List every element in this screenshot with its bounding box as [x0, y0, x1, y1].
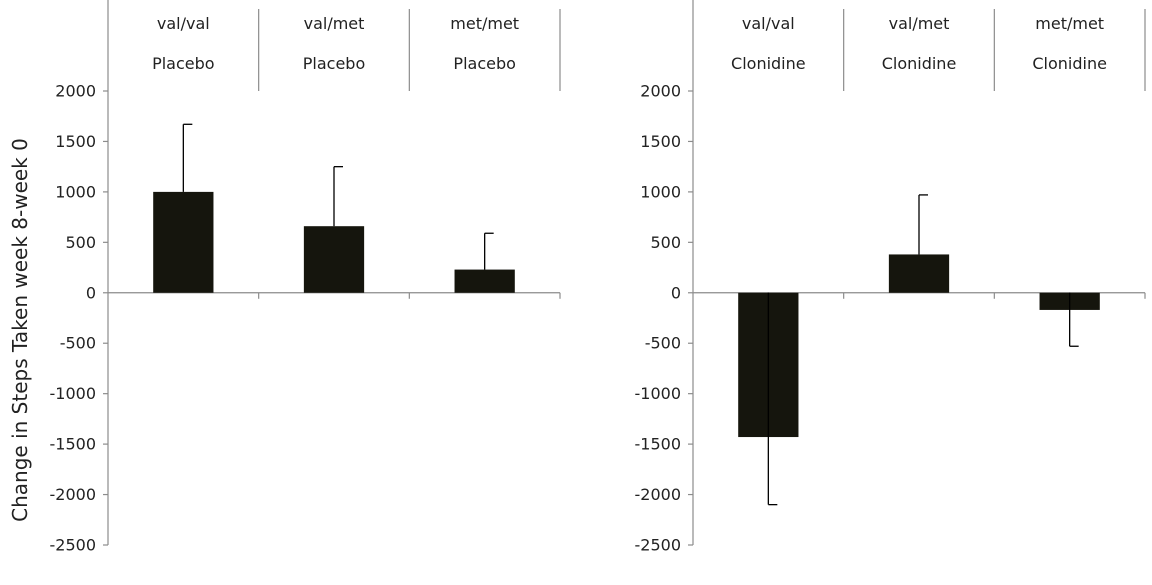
y-tick-label: -2000	[635, 485, 682, 504]
y-tick-label: -1500	[50, 435, 97, 454]
y-tick-label: 0	[86, 283, 96, 302]
bar	[454, 269, 515, 293]
y-tick-label: 1500	[640, 132, 681, 151]
group-label: Placebo	[303, 54, 365, 73]
group-label: Placebo	[152, 54, 214, 73]
category-label: val/met	[889, 14, 950, 33]
y-tick-label: 1500	[55, 132, 96, 151]
y-tick-label: -1000	[50, 384, 97, 403]
y-tick-label: -2000	[50, 485, 97, 504]
group-label: Clonidine	[882, 54, 957, 73]
category-label: val/val	[157, 14, 210, 33]
y-tick-label: -500	[645, 334, 681, 353]
y-tick-label: 500	[65, 233, 96, 252]
y-tick-label: -1500	[635, 435, 682, 454]
category-label: val/met	[304, 14, 365, 33]
category-label: val/val	[742, 14, 795, 33]
y-tick-label: 500	[650, 233, 681, 252]
bar	[888, 254, 950, 293]
group-label: Clonidine	[1032, 54, 1107, 73]
y-tick-label: 1000	[55, 182, 96, 201]
y-tick-label: -2500	[50, 536, 97, 555]
y-tick-label: -2500	[635, 536, 682, 555]
y-tick-label: 0	[671, 283, 681, 302]
y-tick-label: 1000	[640, 182, 681, 201]
y-tick-label: 2000	[55, 82, 96, 101]
bar	[153, 191, 214, 293]
y-axis-label: Change in Steps Taken week 8-week 0	[8, 138, 32, 522]
y-tick-label: -1000	[635, 384, 682, 403]
category-label: met/met	[450, 14, 519, 33]
bar	[303, 226, 365, 293]
category-label: met/met	[1035, 14, 1104, 33]
y-tick-label: 2000	[640, 82, 681, 101]
group-label: Clonidine	[731, 54, 806, 73]
y-tick-label: -500	[60, 334, 96, 353]
group-label: Placebo	[453, 54, 515, 73]
